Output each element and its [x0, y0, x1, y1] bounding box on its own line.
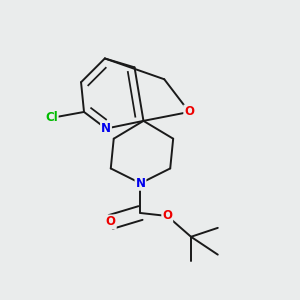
Text: N: N [136, 177, 146, 190]
Text: O: O [184, 106, 194, 118]
Text: N: N [101, 122, 111, 135]
Text: O: O [106, 215, 116, 228]
Text: O: O [162, 209, 172, 223]
Text: Cl: Cl [45, 111, 58, 124]
